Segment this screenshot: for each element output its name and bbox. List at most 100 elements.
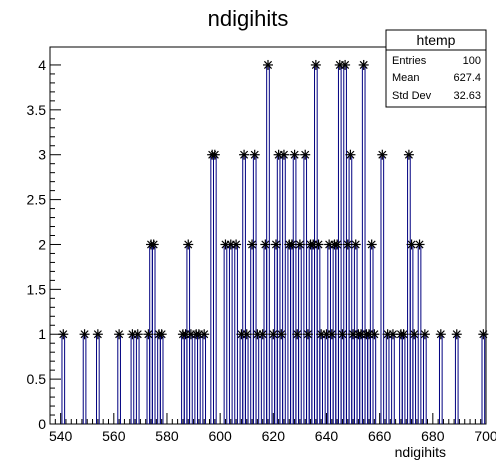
data-point-marker xyxy=(292,329,303,340)
data-point-marker xyxy=(409,329,420,340)
data-point-marker xyxy=(241,329,252,340)
stats-mean-value: 627.4 xyxy=(453,72,481,84)
data-point-marker xyxy=(302,329,313,340)
histogram-bar xyxy=(438,333,443,424)
stats-box-frame xyxy=(385,29,487,108)
y-tick-label: 2 xyxy=(38,236,46,252)
data-point-marker xyxy=(247,239,258,250)
x-tick-label: 540 xyxy=(49,428,73,444)
histogram-bar xyxy=(401,333,406,424)
histogram-bar xyxy=(159,333,164,424)
x-tick-label: 680 xyxy=(421,428,445,444)
histogram-bar xyxy=(82,333,87,424)
data-point-marker xyxy=(239,149,250,160)
data-point-marker xyxy=(337,329,348,340)
data-point-marker xyxy=(156,329,167,340)
y-tick-label: 1 xyxy=(38,326,46,342)
histogram-bar xyxy=(481,333,486,424)
chart-title: ndigihits xyxy=(208,6,289,31)
data-point-marker xyxy=(414,239,425,250)
stats-entries-label: Entries xyxy=(392,55,427,67)
data-point-marker xyxy=(257,329,268,340)
data-point-marker xyxy=(286,239,297,250)
data-point-marker xyxy=(369,329,380,340)
data-point-marker xyxy=(231,239,242,250)
data-point-marker xyxy=(377,149,388,160)
data-point-marker xyxy=(403,149,414,160)
histogram-bar xyxy=(255,333,260,424)
data-point-marker xyxy=(289,149,300,160)
data-point-marker xyxy=(263,59,273,70)
histogram-bar xyxy=(189,333,193,424)
data-point-marker xyxy=(183,239,194,250)
stats-stddev-value: 32.63 xyxy=(453,90,481,102)
x-axis: 540 560 580 600 620 640 660 680 700 xyxy=(49,413,496,444)
histogram-bar xyxy=(61,333,66,424)
data-point-marker xyxy=(92,329,103,340)
data-point-marker xyxy=(294,239,305,250)
histogram-bar xyxy=(372,333,377,424)
data-point-marker xyxy=(260,239,271,250)
data-point-marker xyxy=(451,329,462,340)
histogram-bar xyxy=(117,333,121,424)
y-tick-label: 1.5 xyxy=(27,281,47,297)
data-point-marker xyxy=(398,329,409,340)
data-point-marker xyxy=(366,239,377,250)
histogram-bar xyxy=(380,154,385,424)
data-point-marker xyxy=(478,329,489,340)
histogram-bar xyxy=(135,333,140,424)
x-tick-label: 580 xyxy=(155,428,179,444)
data-point-marker xyxy=(143,329,154,340)
histogram-bar xyxy=(130,333,135,424)
histogram-bar xyxy=(202,333,207,424)
x-tick-label: 700 xyxy=(474,428,496,444)
stats-box-name: htemp xyxy=(417,32,456,48)
stats-box: htemp Entries 100 Mean 627.4 Std Dev 32.… xyxy=(385,29,487,108)
data-point-marker xyxy=(326,329,337,340)
histogram-bar xyxy=(391,333,395,424)
histogram-bar xyxy=(96,333,100,424)
y-tick-label: 0 xyxy=(38,416,46,432)
data-point-marker xyxy=(199,329,210,340)
data-point-marker xyxy=(148,239,159,250)
histogram-bar xyxy=(412,333,417,424)
x-axis-title: ndigihits xyxy=(395,444,446,460)
data-point-marker xyxy=(114,329,125,340)
histogram-bar xyxy=(197,333,201,424)
data-point-marker xyxy=(313,239,324,250)
data-point-marker xyxy=(310,59,321,70)
data-point-marker xyxy=(358,59,369,70)
histogram-bar xyxy=(282,154,286,424)
histogram-bar xyxy=(423,333,427,424)
data-point-marker xyxy=(278,149,289,160)
histogram-bar xyxy=(319,333,323,424)
data-point-marker xyxy=(340,59,351,70)
data-point-marker xyxy=(132,329,143,340)
data-point-marker xyxy=(435,329,446,340)
y-tick-label: 0.5 xyxy=(27,371,47,387)
x-tick-label: 620 xyxy=(262,428,286,444)
y-tick-label: 4 xyxy=(38,57,46,73)
y-tick-label: 2.5 xyxy=(27,192,47,208)
histogram-bar xyxy=(454,333,459,424)
data-point-marker xyxy=(270,239,281,250)
y-tick-label: 3 xyxy=(38,147,46,163)
data-point-marker xyxy=(350,239,361,250)
stats-entries-value: 100 xyxy=(463,55,481,67)
stats-stddev-label: Std Dev xyxy=(392,90,432,102)
y-axis: 0 0.5 1 1.5 2 2.5 3 3.5 4 xyxy=(27,57,61,432)
y-tick-label: 3.5 xyxy=(27,102,47,118)
histogram-bar xyxy=(228,243,233,424)
data-point-marker xyxy=(419,329,430,340)
data-point-marker xyxy=(332,239,343,250)
histogram-bar xyxy=(213,154,217,424)
histogram-bar xyxy=(244,333,249,424)
data-point-marker xyxy=(345,149,356,160)
stats-mean-label: Mean xyxy=(392,72,420,84)
x-tick-label: 660 xyxy=(368,428,392,444)
data-point-marker xyxy=(249,149,260,160)
x-tick-label: 600 xyxy=(208,428,232,444)
data-point-marker xyxy=(209,149,220,160)
plot-area: 540 560 580 600 620 640 660 680 700 0 0.5 1 1.5 2 2.5… xyxy=(27,46,496,444)
